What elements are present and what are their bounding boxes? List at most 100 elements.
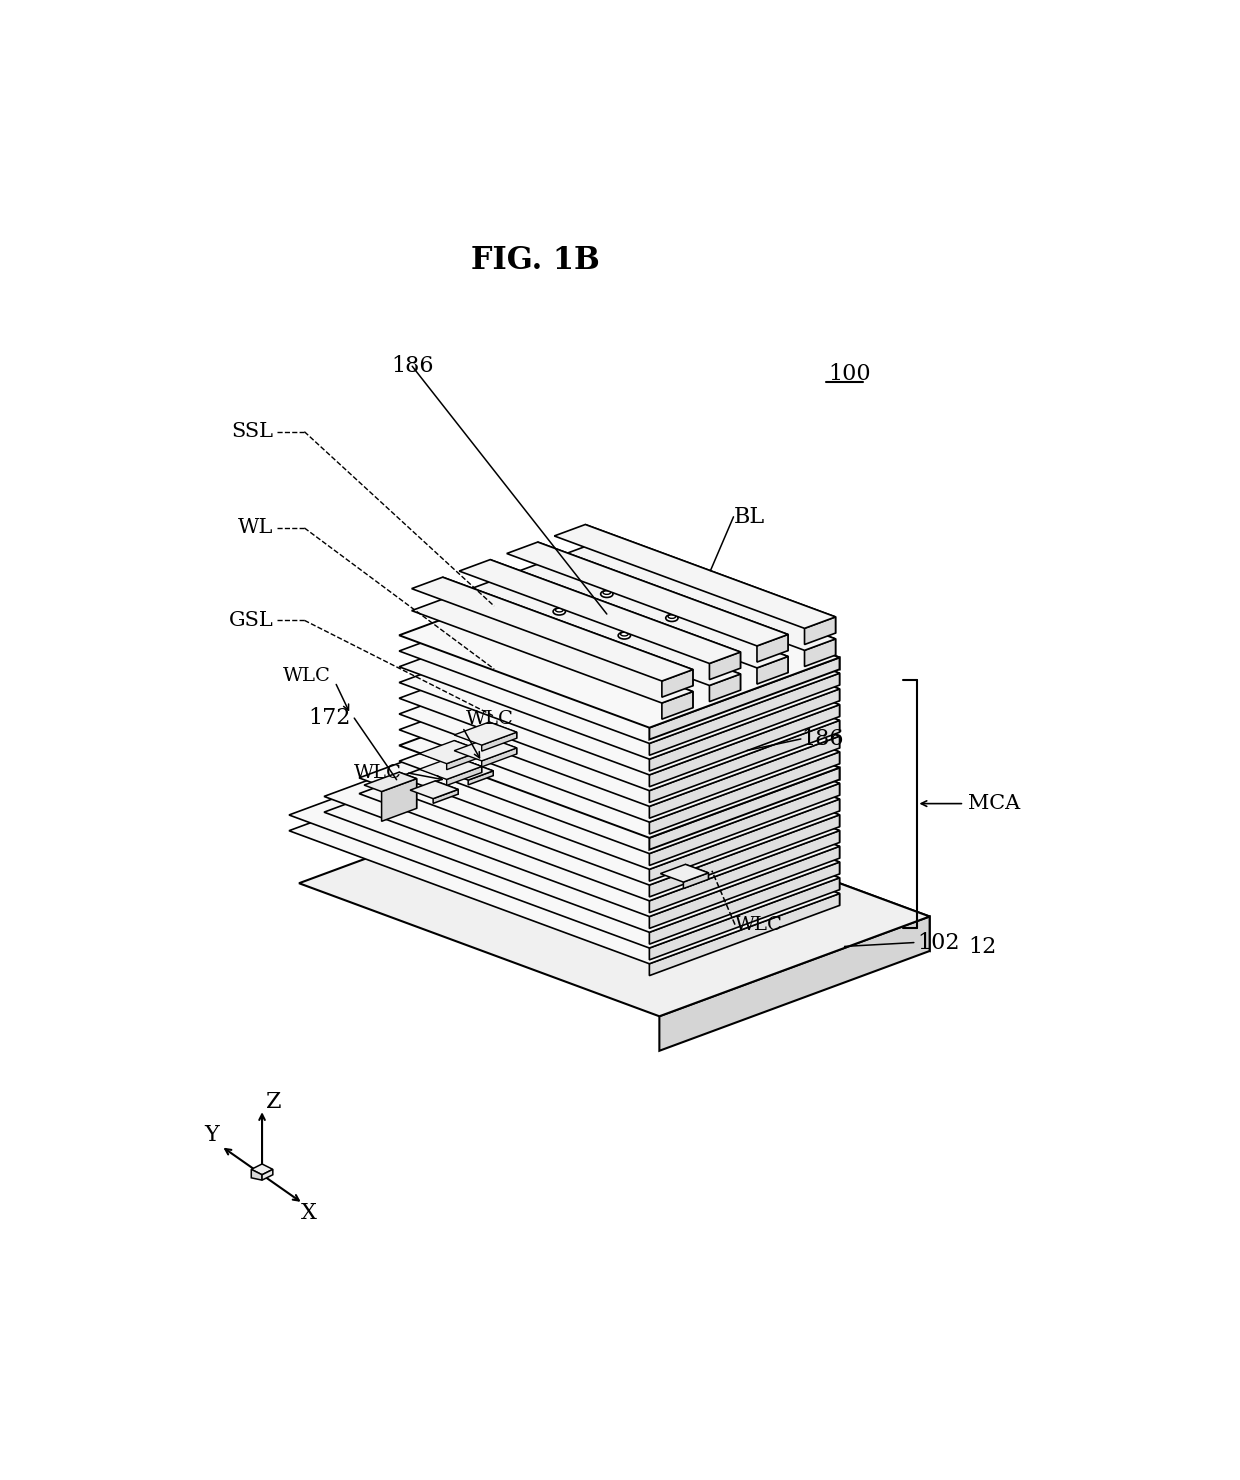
Polygon shape [650,878,839,961]
Polygon shape [399,691,839,854]
Polygon shape [660,916,930,1051]
Polygon shape [490,722,517,739]
Polygon shape [756,657,787,684]
Polygon shape [650,721,839,802]
Polygon shape [446,767,481,786]
Polygon shape [756,635,787,662]
Polygon shape [650,815,839,897]
Polygon shape [443,599,693,707]
Polygon shape [399,596,839,759]
Polygon shape [399,580,839,743]
Polygon shape [479,761,839,906]
Polygon shape [470,762,494,776]
Polygon shape [569,783,930,952]
Polygon shape [365,773,417,792]
Polygon shape [479,744,839,889]
Polygon shape [399,707,839,869]
Polygon shape [650,657,839,740]
Polygon shape [650,673,839,755]
Polygon shape [445,762,494,780]
Polygon shape [650,894,839,975]
Polygon shape [589,628,839,733]
Polygon shape [589,644,839,747]
Ellipse shape [600,611,613,617]
Polygon shape [490,737,517,753]
Polygon shape [709,673,740,702]
Polygon shape [589,613,839,716]
Ellipse shape [666,614,678,622]
Polygon shape [435,781,458,795]
Polygon shape [454,740,481,756]
Polygon shape [650,752,839,833]
Polygon shape [399,773,417,808]
Text: 186: 186 [391,355,434,377]
Text: 186: 186 [801,728,843,750]
Polygon shape [589,580,839,685]
Polygon shape [662,669,693,697]
Text: BL: BL [734,506,765,528]
Text: Y: Y [205,1125,219,1147]
Polygon shape [399,644,839,807]
Ellipse shape [619,632,630,639]
Polygon shape [419,756,481,780]
Text: MCA: MCA [968,795,1021,813]
Polygon shape [650,847,839,928]
Polygon shape [324,727,839,916]
Text: 100: 100 [828,363,870,385]
Polygon shape [661,864,708,882]
Polygon shape [538,542,787,651]
Polygon shape [490,582,740,690]
Polygon shape [289,744,839,949]
Polygon shape [589,675,839,780]
Ellipse shape [619,653,630,659]
Polygon shape [490,559,740,667]
Polygon shape [805,617,836,644]
Text: WLC: WLC [735,916,782,934]
Ellipse shape [600,591,613,598]
Polygon shape [589,596,839,702]
Polygon shape [252,1169,262,1180]
Text: WLC: WLC [283,667,331,685]
Text: WLC: WLC [355,764,402,781]
Text: 102: 102 [918,931,960,953]
Polygon shape [399,660,839,821]
Polygon shape [549,724,839,842]
Text: WLC: WLC [466,710,515,728]
Polygon shape [650,690,839,771]
Polygon shape [650,861,839,944]
Polygon shape [360,707,839,885]
Polygon shape [443,577,693,685]
Polygon shape [419,740,481,764]
Polygon shape [662,691,693,719]
Polygon shape [585,524,836,633]
Polygon shape [410,781,458,799]
Polygon shape [650,768,839,850]
Polygon shape [515,727,839,858]
Polygon shape [683,873,708,888]
Polygon shape [805,639,836,666]
Polygon shape [469,771,494,784]
Polygon shape [481,747,517,767]
Text: 12: 12 [968,935,997,958]
Polygon shape [549,707,839,827]
Polygon shape [515,741,839,873]
Polygon shape [459,559,740,663]
Polygon shape [507,564,787,667]
Polygon shape [289,761,839,963]
Polygon shape [709,653,740,679]
Polygon shape [252,1163,273,1175]
Polygon shape [454,737,517,761]
Polygon shape [589,707,839,811]
Text: 172: 172 [308,707,351,730]
Text: Z: Z [265,1091,281,1113]
Polygon shape [589,691,839,795]
Text: GSL: GSL [229,611,274,630]
Ellipse shape [666,635,678,641]
Polygon shape [399,628,839,790]
Ellipse shape [553,608,565,616]
Polygon shape [650,799,839,881]
Polygon shape [454,722,517,744]
Polygon shape [650,704,839,787]
Polygon shape [538,564,787,672]
Polygon shape [454,756,481,773]
